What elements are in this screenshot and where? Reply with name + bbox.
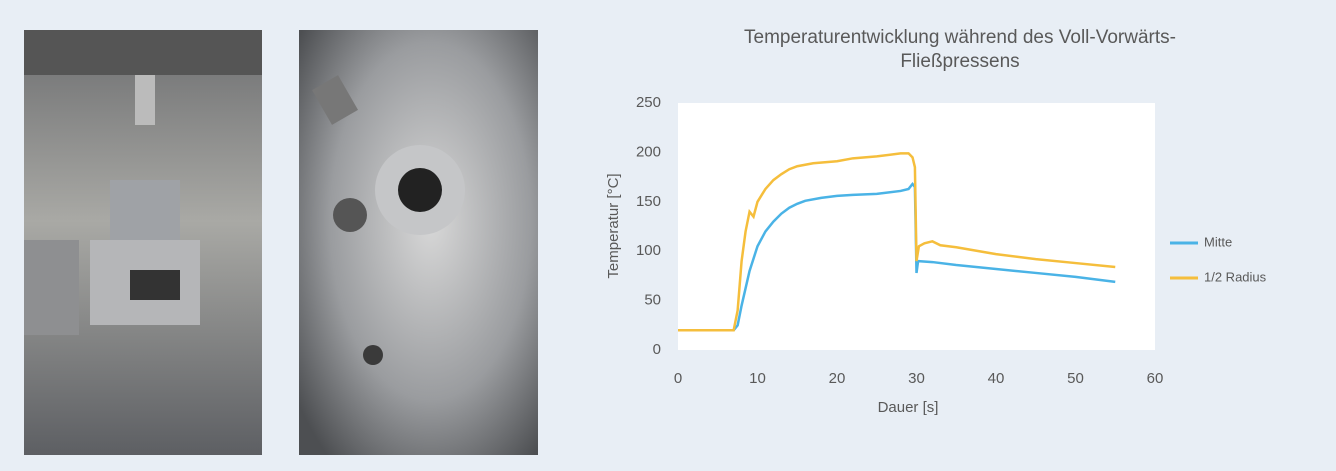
x-tick-label: 60 — [1147, 370, 1164, 387]
chart-title: Temperaturentwicklung während des Voll-V… — [744, 27, 1176, 48]
photo-press — [24, 30, 262, 455]
x-tick-label: 0 — [674, 370, 682, 387]
photo-sensor — [299, 30, 538, 455]
y-tick-label: 0 — [653, 341, 661, 358]
y-tick-label: 150 — [636, 193, 661, 210]
x-tick-label: 40 — [988, 370, 1005, 387]
y-axis-label: Temperatur [°C] — [605, 173, 622, 278]
chart-title: Fließpressens — [900, 51, 1019, 72]
x-tick-label: 50 — [1067, 370, 1084, 387]
y-tick-label: 100 — [636, 242, 661, 259]
x-tick-label: 30 — [908, 370, 925, 387]
line-series — [678, 152, 1116, 332]
y-tick-label: 50 — [644, 292, 661, 309]
x-axis-label: Dauer [s] — [878, 399, 939, 416]
x-tick-label: 10 — [749, 370, 766, 387]
x-tick-label: 20 — [829, 370, 846, 387]
y-tick-label: 200 — [636, 143, 661, 160]
legend-label: Mitte — [1204, 234, 1232, 249]
legend-label: 1/2 Radius — [1204, 269, 1267, 284]
y-tick-label: 250 — [636, 94, 661, 111]
line-series — [678, 182, 1116, 332]
